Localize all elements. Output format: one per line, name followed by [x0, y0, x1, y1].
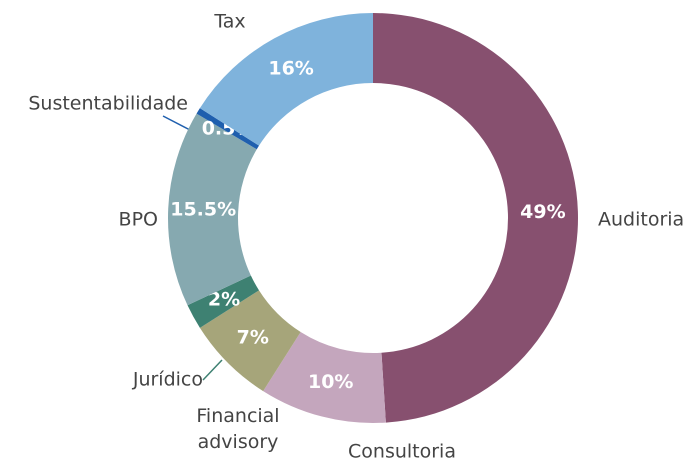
category-label: Sustentabilidade	[28, 93, 188, 115]
category-label: Financial advisory	[196, 405, 280, 453]
category-label: Jurídico	[132, 369, 203, 391]
donut-segment	[373, 13, 579, 423]
category-label-box: Financial advisory	[196, 405, 280, 453]
value-label: 7%	[237, 327, 269, 349]
category-label: Tax	[213, 11, 245, 33]
donut-segment	[167, 113, 257, 306]
category-label: Consultoria	[348, 441, 456, 463]
value-label: 16%	[268, 58, 313, 80]
donut-segment	[196, 108, 260, 150]
value-label: 15.5%	[170, 198, 236, 220]
value-label: 49%	[520, 201, 565, 223]
value-label: 10%	[308, 371, 353, 393]
leader-line	[202, 359, 223, 381]
donut-segment	[199, 290, 301, 392]
category-label: Auditoria	[598, 209, 684, 231]
donut-segment	[263, 331, 386, 423]
donut-segment	[187, 275, 260, 328]
value-label: 2%	[208, 288, 240, 310]
leader-line	[162, 115, 191, 131]
category-label: BPO	[119, 209, 158, 231]
donut-segment	[199, 13, 373, 146]
